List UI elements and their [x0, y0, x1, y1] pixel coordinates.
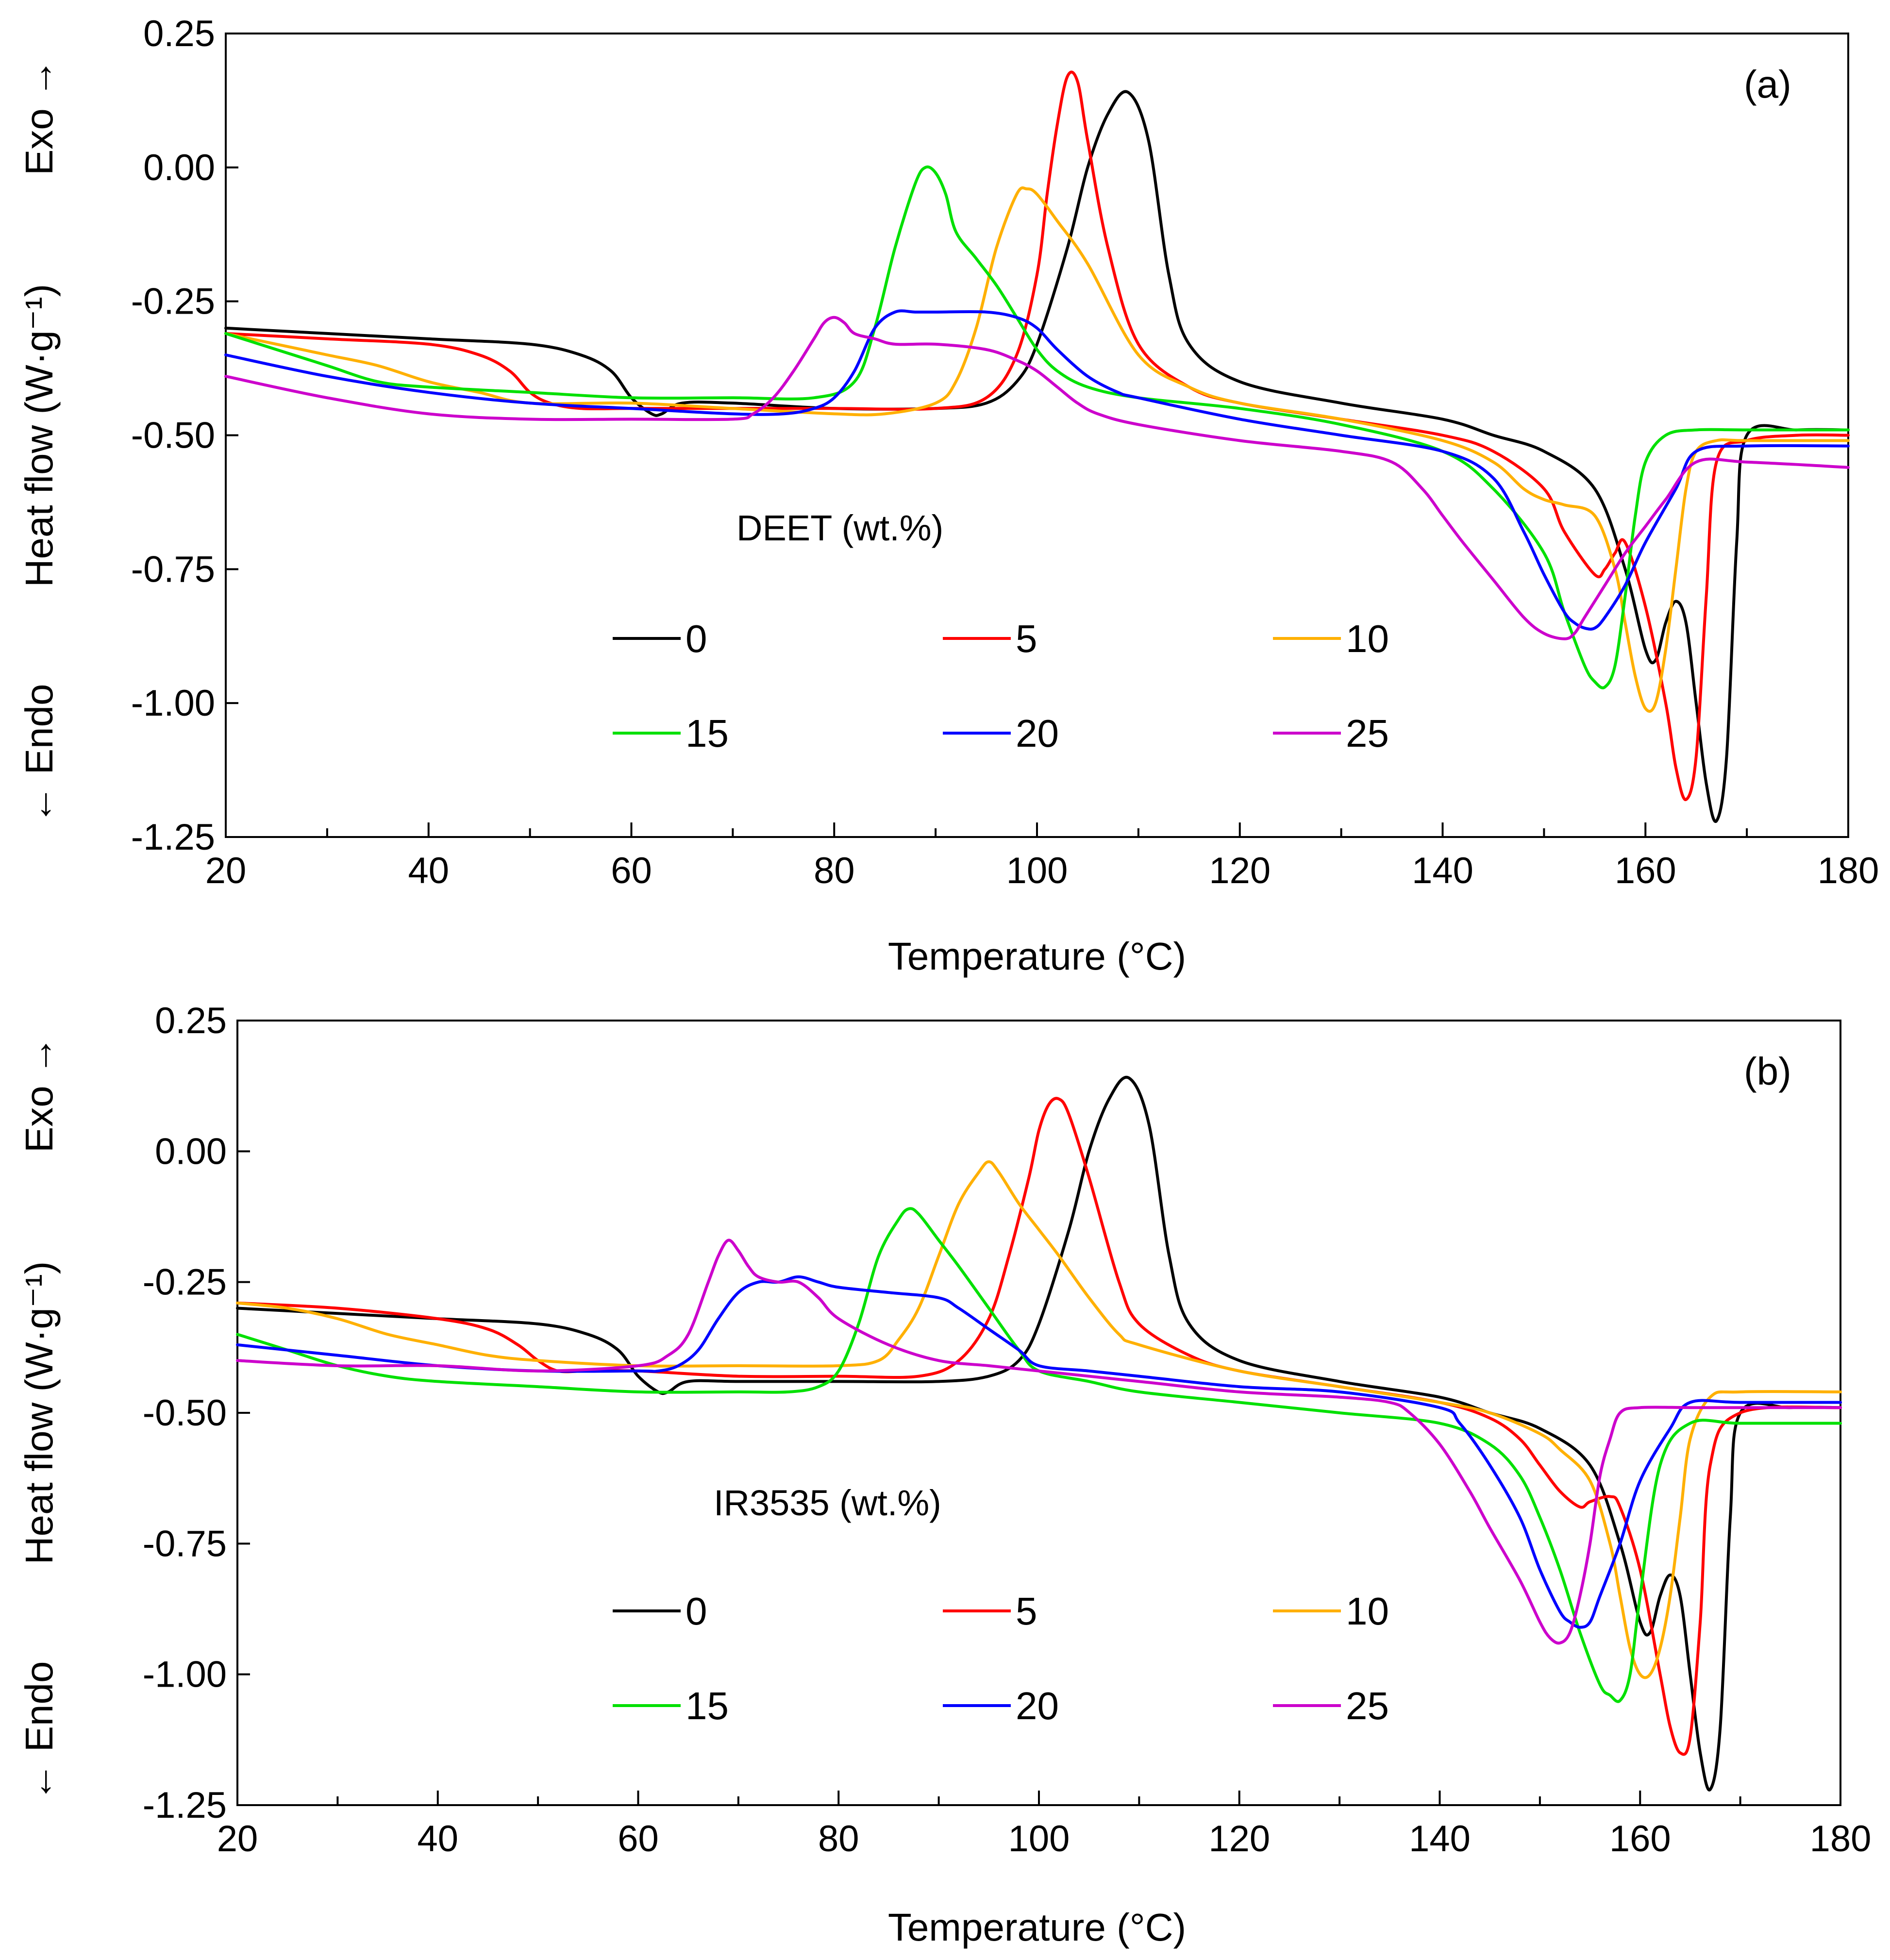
x-tick-label: 20	[217, 1818, 258, 1859]
x-axis-title-b: Temperature (°C)	[888, 1906, 1186, 1949]
x-tick-label: 80	[818, 1818, 859, 1859]
curves-b	[236, 1075, 1842, 1792]
x-tick-label: 100	[1008, 1818, 1070, 1859]
panel-label-a: (a)	[1744, 63, 1791, 106]
y-axis-title-a: Heat flow (W·g⁻¹)	[17, 284, 61, 587]
x-tick-label: 120	[1208, 1818, 1270, 1859]
series-line-5-a	[224, 70, 1850, 801]
x-tick-label: 160	[1609, 1818, 1671, 1859]
legend-title-a: DEET (wt.%)	[736, 508, 943, 548]
y-axis-endo-label-b: ← Endo	[17, 1661, 61, 1801]
curves-a	[224, 70, 1850, 823]
y-axis-title-group-b: Heat flow (W·g⁻¹) Exo → ← Endo	[17, 1036, 61, 1802]
y-tick-label: 0.00	[155, 1131, 227, 1172]
x-tick-label: 80	[814, 850, 855, 891]
legend-label-10: 10	[1346, 1590, 1389, 1633]
legend-label-20: 20	[1016, 712, 1059, 755]
x-tick-label: 40	[408, 850, 449, 891]
legend-label-20: 20	[1016, 1684, 1059, 1727]
y-tick-label: -1.00	[143, 1654, 227, 1695]
legend-label-5: 5	[1016, 617, 1037, 660]
x-tick-label: 120	[1209, 850, 1271, 891]
panel-b: 0.25 0.00 -0.25 -0.50 -0.75 -1.00 -1.25 20 40 60…	[17, 1000, 1871, 1949]
x-tick-label: 100	[1006, 850, 1068, 891]
x-ticks-a: 20 40 60 80 100 120 140 160 180	[205, 822, 1879, 891]
legend-label-5: 5	[1016, 1590, 1037, 1633]
legend-label-10: 10	[1346, 617, 1389, 660]
y-tick-label: -1.25	[143, 1785, 227, 1826]
legend-label-25: 25	[1346, 1684, 1389, 1727]
x-tick-label: 180	[1810, 1818, 1872, 1859]
series-line-25-b	[236, 1239, 1842, 1645]
panel-label-b: (b)	[1744, 1050, 1791, 1093]
y-tick-label: -0.50	[131, 415, 215, 456]
series-line-20-a	[224, 309, 1850, 631]
legend-a: 0 5 10 15 20 25	[613, 617, 1389, 755]
y-tick-label: 0.25	[155, 1000, 227, 1041]
legend-label-0: 0	[686, 617, 707, 660]
series-line-15-b	[236, 1207, 1842, 1703]
x-tick-label: 180	[1818, 850, 1879, 891]
y-axis-title-group-a: Heat flow (W·g⁻¹) Exo → ← Endo	[17, 59, 61, 824]
x-tick-label: 140	[1409, 1818, 1471, 1859]
y-axis-title-b: Heat flow (W·g⁻¹)	[17, 1261, 61, 1565]
series-line-0-a	[224, 90, 1850, 823]
series-line-20-b	[236, 1275, 1842, 1629]
y-tick-label: -0.75	[143, 1523, 227, 1564]
y-ticks-b: 0.25 0.00 -0.25 -0.50 -0.75 -1.00 -1.25	[143, 1000, 250, 1826]
x-tick-label: 40	[417, 1818, 458, 1859]
legend-label-0: 0	[686, 1590, 707, 1633]
x-tick-label: 60	[611, 850, 652, 891]
y-tick-label: -1.00	[131, 683, 215, 724]
legend-title-b: IR3535 (wt.%)	[714, 1483, 941, 1523]
series-line-15-a	[224, 165, 1850, 689]
y-ticks-a: 0.25 0.00 -0.25 -0.50 -0.75 -1.00 -1.25	[131, 13, 238, 858]
y-tick-label: 0.00	[143, 147, 215, 188]
legend-label-15: 15	[686, 712, 729, 755]
y-tick-label: -0.50	[143, 1392, 227, 1434]
panel-a: 0.25 0.00 -0.25 -0.50 -0.75 -1.00 -1.25 20 40 60…	[17, 13, 1879, 978]
y-axis-exo-label-a: Exo →	[17, 59, 61, 175]
x-tick-label: 20	[205, 850, 247, 891]
series-line-10-b	[236, 1160, 1842, 1679]
legend-label-15: 15	[686, 1684, 729, 1727]
legend-label-25: 25	[1346, 712, 1389, 755]
x-ticks-b: 20 40 60 80 100 120 140 160 180	[217, 1791, 1872, 1859]
y-tick-label: 0.25	[143, 13, 215, 54]
x-tick-label: 160	[1615, 850, 1676, 891]
x-tick-label: 140	[1412, 850, 1473, 891]
y-tick-label: -0.25	[143, 1262, 227, 1303]
x-axis-title-a: Temperature (°C)	[888, 935, 1186, 978]
y-tick-label: -0.25	[131, 281, 215, 322]
y-tick-label: -0.75	[131, 549, 215, 590]
y-axis-exo-label-b: Exo →	[17, 1036, 61, 1153]
legend-b: 0 5 10 15 20 25	[613, 1590, 1389, 1727]
series-line-5-b	[236, 1097, 1842, 1756]
y-axis-endo-label-a: ← Endo	[17, 684, 61, 824]
y-tick-label: -1.25	[131, 817, 215, 858]
series-line-10-a	[224, 186, 1850, 713]
series-line-25-a	[224, 316, 1850, 640]
x-tick-label: 60	[618, 1818, 659, 1859]
